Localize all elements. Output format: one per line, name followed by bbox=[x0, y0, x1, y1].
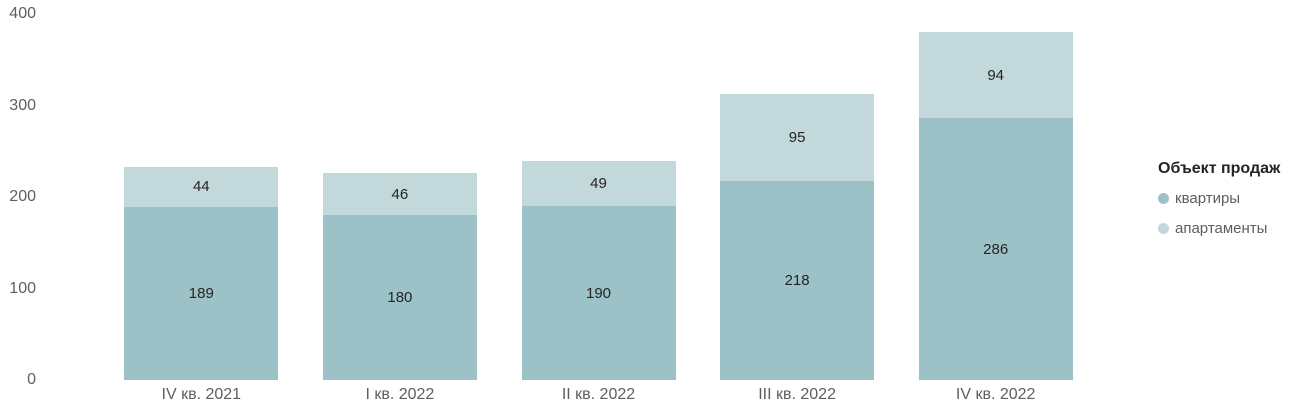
data-label: 286 bbox=[983, 240, 1009, 258]
data-label: 189 bbox=[188, 285, 214, 302]
legend-item-апартаменты[interactable]: апартаменты bbox=[1158, 220, 1292, 237]
y-tick-label: 300 bbox=[9, 96, 36, 114]
bar-segment-апартаменты[interactable]: 49 bbox=[521, 161, 676, 207]
bar-segment-апартаменты[interactable]: 94 bbox=[918, 32, 1073, 119]
legend-title: Объект продаж bbox=[1158, 160, 1281, 177]
x-tick-label: IV кв. 2022 bbox=[955, 386, 1036, 403]
bar-IV кв. 2022: 94 286 bbox=[918, 32, 1073, 380]
x-tick-label: II кв. 2022 bbox=[561, 386, 636, 403]
legend-swatch-icon bbox=[1158, 193, 1169, 204]
y-tick-label: 200 bbox=[9, 188, 36, 205]
bar-II кв. 2022: 49 190 bbox=[521, 161, 676, 380]
legend-items: квартиры апартаменты bbox=[1158, 190, 1292, 237]
legend: Объект продаж квартиры апартаменты bbox=[1158, 160, 1292, 250]
bar-segment-квартиры[interactable]: 189 bbox=[124, 207, 279, 380]
bar-segment-квартиры[interactable]: 180 bbox=[322, 215, 477, 380]
x-tick-label: III кв. 2022 bbox=[758, 386, 836, 403]
legend-item-квартиры[interactable]: квартиры bbox=[1158, 190, 1292, 207]
bar-segment-апартаменты[interactable]: 46 bbox=[322, 173, 477, 216]
bar-segment-апартаменты[interactable]: 95 bbox=[720, 93, 875, 181]
bar-segment-апартаменты[interactable]: 44 bbox=[124, 166, 279, 208]
data-label: 46 bbox=[391, 185, 409, 203]
data-label: 49 bbox=[590, 175, 607, 193]
data-label: 95 bbox=[788, 128, 806, 146]
bar-III кв. 2022: 95 218 bbox=[720, 93, 875, 380]
data-label: 190 bbox=[585, 284, 612, 302]
legend-item-label: квартиры bbox=[1175, 190, 1241, 207]
data-label: 44 bbox=[192, 178, 210, 196]
y-tick-label: 100 bbox=[9, 279, 36, 297]
data-label: 94 bbox=[987, 66, 1005, 84]
bar-segment-квартиры[interactable]: 286 bbox=[918, 118, 1073, 380]
legend-swatch-icon bbox=[1158, 223, 1169, 234]
bar-I кв. 2022: 46 180 bbox=[322, 173, 477, 380]
y-tick-label: 0 bbox=[27, 371, 36, 388]
y-tick-label: 400 bbox=[9, 5, 36, 22]
bar-segment-квартиры[interactable]: 190 bbox=[521, 206, 676, 380]
legend-item-label: апартаменты bbox=[1175, 220, 1268, 237]
bar-IV кв. 2021: 44 189 bbox=[124, 166, 279, 380]
x-tick-label: I кв. 2022 bbox=[365, 386, 435, 403]
data-label: 180 bbox=[387, 289, 413, 307]
data-label: 218 bbox=[784, 271, 810, 289]
bar-segment-квартиры[interactable]: 218 bbox=[720, 180, 875, 380]
x-tick-label: IV кв. 2021 bbox=[161, 386, 242, 403]
